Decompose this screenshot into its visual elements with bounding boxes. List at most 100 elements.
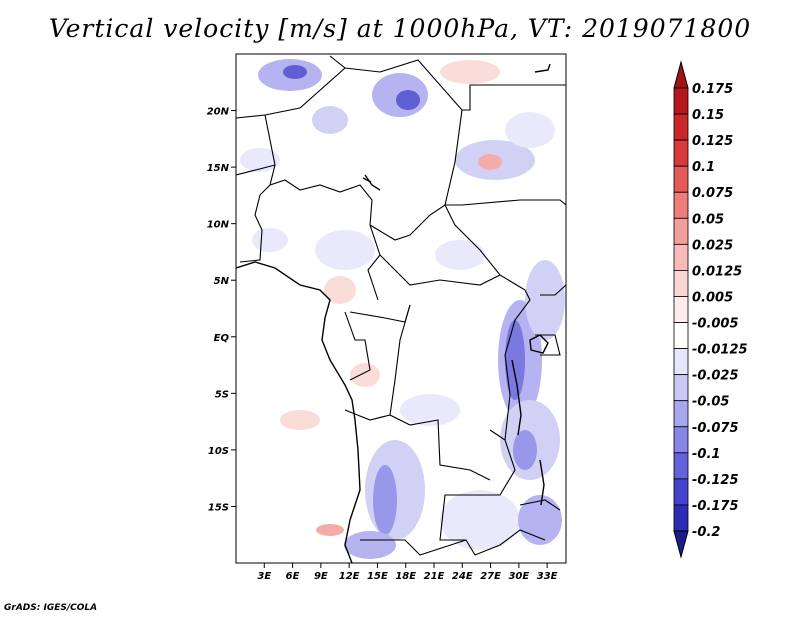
colorbar-segment [673,217,689,245]
colorbar-segment [673,374,689,402]
colorbar-segment [673,348,689,376]
lat-tick-label: EQ [214,333,230,344]
lat-tick-label: 15S [208,502,229,513]
colorbar-label: 0.075 [692,186,733,201]
grads-credit: GrADS: IGES/COLA [4,603,98,613]
lon-tick-label: 12E [339,571,360,582]
colorbar-segment [673,139,689,167]
field-blob [350,363,380,387]
lon-tick-label: 21E [424,571,445,582]
colorbar: 0.175 0.15 0.125 0.1 0.075 0.05 0.025 0.0125 0.0… [673,60,748,559]
lat-tick-label: 15N [207,163,230,174]
country-borders [236,55,566,556]
colorbar-label: -0.075 [692,421,739,436]
colorbar-segment [673,191,689,219]
border-line [344,311,371,381]
longitude-axis: 3E 6E 9E 12E 15E 18E 21E 24E 27E 30E 33E [257,563,558,582]
field-blob [324,276,356,304]
coastline [364,174,381,191]
colorbar-segment [673,452,689,480]
coastlines [236,63,551,563]
colorbar-segment [673,504,689,532]
coastline [534,63,551,73]
colorbar-label: 0.1 [692,160,715,175]
colorbar-label: -0.05 [692,395,729,410]
field-blob [525,260,565,340]
colorbar-label: 0.025 [692,238,733,253]
field-blob [373,465,397,535]
border-line [360,539,467,556]
lat-tick-label: 10S [208,446,229,457]
border-line [445,199,566,206]
border-line [462,84,566,111]
border-line [344,59,463,206]
colorbar-segment [673,270,689,297]
colorbar-segment [673,400,689,428]
colorbar-segment [673,296,689,323]
field-blob [396,90,420,110]
border-line [349,304,411,323]
field-blob [505,320,525,400]
lat-tick-label: 5S [215,389,229,400]
colorbar-segment [673,165,689,193]
border-line [389,304,491,481]
colorbar-segment [673,243,689,271]
colorbar-label: 0.125 [692,134,733,149]
colorbar-label: -0.005 [692,317,739,332]
lon-tick-label: 24E [452,571,473,582]
colorbar-label: 0.15 [692,108,724,123]
colorbar-label: -0.175 [692,499,739,514]
border-line [344,409,391,421]
lake-malawi [539,459,545,506]
velocity-field [240,59,565,559]
colorbar-label: 0.005 [692,290,733,305]
colorbar-segment [673,113,689,141]
border-line [236,55,346,119]
lon-tick-label: 27E [480,571,501,582]
coastline [236,261,361,563]
colorbar-segment [673,478,689,506]
border-line [239,184,271,263]
field-blob [440,60,500,84]
lon-tick-label: 30E [508,571,529,582]
colorbar-label: -0.125 [692,473,739,488]
lat-tick-label: 5N [214,276,230,287]
colorbar-label: 0.05 [692,212,724,227]
lon-tick-label: 9E [314,571,328,582]
field-blob [513,430,537,470]
border-line [540,284,566,296]
lake-chad [362,177,372,183]
field-blob [312,106,348,134]
colorbar-top-arrow [673,60,689,89]
border-line [504,289,531,441]
field-blob [505,112,555,148]
lon-tick-label: 33E [537,571,558,582]
border-line [519,499,561,511]
lon-tick-label: 15E [367,571,388,582]
border-line [379,254,501,286]
field-blob [283,65,307,79]
colorbar-label: 0.0125 [692,264,742,279]
lake-victoria [529,334,549,354]
field-blob [478,154,502,170]
lon-tick-label: 6E [286,571,300,582]
latitude-axis: 20N 15N 10N 5N EQ 5S 10S 15S [207,107,236,513]
colorbar-segment [673,322,689,349]
colorbar-segment [673,426,689,454]
field-blob [435,240,485,270]
map-frame [235,53,567,564]
field-blob [315,230,375,270]
lon-tick-label: 18E [395,571,416,582]
field-blob [316,524,344,536]
border-line [439,429,546,556]
colorbar-label: -0.0125 [692,343,748,358]
colorbar-bottom-arrow [673,530,689,559]
border-line [535,334,561,356]
plot-title: Vertical velocity [m/s] at 1000hPa, VT: … [48,14,752,43]
colorbar-label: -0.2 [692,525,720,540]
lat-tick-label: 10N [207,220,230,231]
field-blob [280,410,320,430]
field-blob [518,495,562,545]
colorbar-label: -0.1 [692,447,720,462]
